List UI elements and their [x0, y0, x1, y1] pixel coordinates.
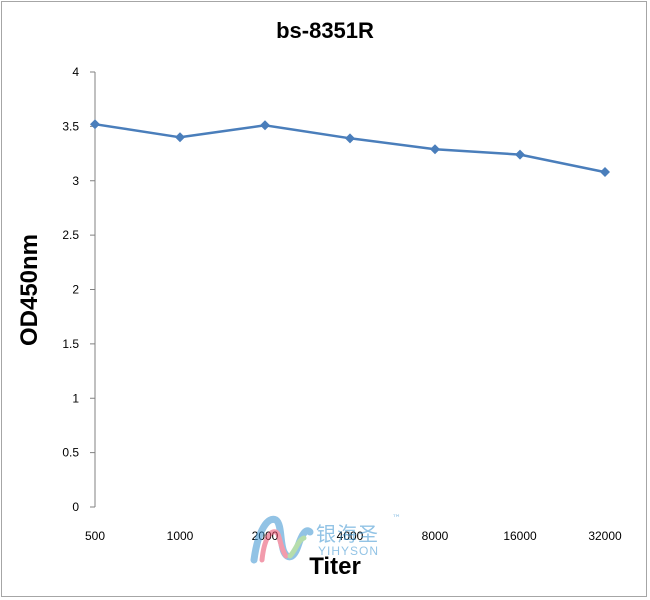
x-axis-title: Titer	[309, 553, 361, 580]
y-tick-label: 4	[72, 65, 79, 79]
data-point-marker	[600, 167, 610, 178]
series-line	[94, 122, 606, 174]
x-tick-label: 4000	[337, 529, 364, 543]
y-tick-label: 3.5	[62, 119, 79, 133]
y-tick-label: 0.5	[62, 446, 79, 460]
series-markers	[90, 119, 610, 178]
x-tick-label: 32000	[588, 529, 622, 543]
watermark-trademark: ™	[392, 514, 401, 524]
y-tick-label: 2.5	[62, 228, 79, 242]
y-tick-label: 3	[72, 174, 79, 188]
x-tick-label: 500	[85, 529, 105, 543]
data-point-marker	[430, 144, 440, 155]
y-tick-label: 1.5	[62, 337, 79, 351]
data-point-marker	[175, 132, 185, 143]
x-tick-label: 16000	[503, 529, 537, 543]
chart-title: bs-8351R	[276, 18, 374, 43]
x-tick-label: 8000	[422, 529, 449, 543]
watermark-logo: 银海圣 ™ YIHYSON	[250, 510, 420, 570]
y-tick-label: 1	[72, 391, 79, 405]
yihyson-logo-icon	[250, 515, 314, 564]
data-point-marker	[345, 133, 355, 144]
watermark-english-text: YIHYSON	[318, 544, 380, 558]
data-point-marker	[90, 119, 100, 130]
data-point-marker	[515, 149, 525, 160]
x-tick-label: 1000	[167, 529, 194, 543]
watermark-chinese-text: 银海圣	[316, 522, 379, 546]
y-tick-label: 0	[72, 500, 79, 514]
data-point-marker	[260, 120, 270, 131]
y-axis-ticks: 0 0.5 1 1.5 2 2.5 3 3.5 4	[62, 65, 95, 514]
y-tick-label: 2	[72, 283, 79, 297]
